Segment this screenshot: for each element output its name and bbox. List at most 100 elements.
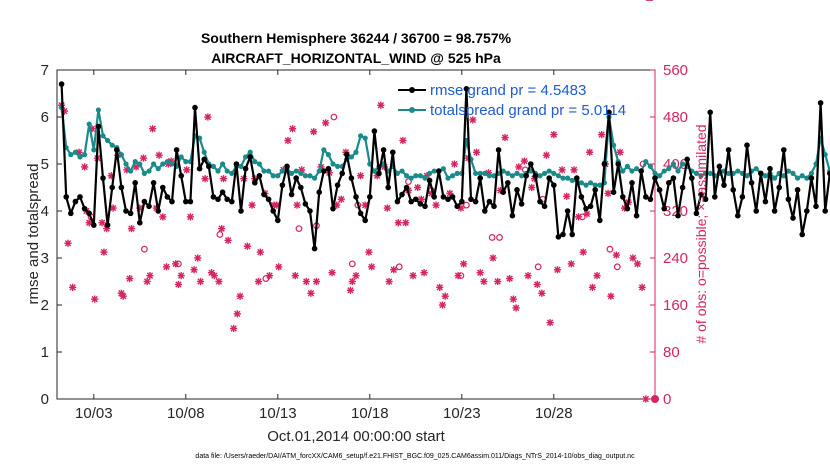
- rmse-point: [325, 165, 332, 172]
- totalspread-point: [256, 161, 262, 167]
- totalspread-point: [298, 170, 304, 176]
- totalspread-point: [238, 163, 244, 169]
- asterisk-stroke: [510, 295, 517, 303]
- asterisk-stroke: [546, 319, 554, 326]
- rmse-point: [238, 208, 244, 214]
- rmse-point: [675, 212, 681, 219]
- totalspread-point: [201, 149, 207, 155]
- obs-assimilated-marker: [629, 254, 637, 262]
- obs-assimilated-marker: [553, 266, 562, 274]
- totalspread-point: [371, 168, 377, 174]
- rmse-point: [127, 210, 134, 217]
- asterisk-stroke: [563, 193, 570, 200]
- totalspread-point: [132, 159, 138, 165]
- totalspread-point: [537, 173, 543, 179]
- totalspread-point: [72, 149, 78, 155]
- rmse-point: [270, 208, 277, 214]
- asterisk-stroke: [98, 219, 106, 226]
- totalspread-point: [634, 166, 640, 172]
- asterisk-stroke: [197, 278, 204, 285]
- obs-assimilated-marker: [409, 272, 417, 280]
- asterisk-stroke: [208, 269, 215, 276]
- totalspread-point: [509, 173, 515, 179]
- totalspread-point: [555, 173, 562, 179]
- obs-assimilated-marker: [310, 128, 318, 136]
- rmse-point: [712, 194, 718, 200]
- rmse-point: [597, 217, 603, 224]
- obs-assimilated-marker: [604, 189, 612, 197]
- asterisk-stroke: [143, 278, 151, 285]
- rmse-point: [633, 212, 640, 219]
- obs-possible-marker: [330, 113, 338, 121]
- asterisk-stroke: [284, 137, 292, 144]
- asterisk-stroke: [128, 225, 135, 232]
- totalspread-point: [160, 161, 166, 167]
- rmse-point: [146, 203, 152, 210]
- asterisk-stroke: [220, 175, 227, 182]
- rmse-point: [445, 196, 451, 203]
- obs-assimilated-marker: [436, 283, 444, 291]
- obs-assimilated-marker: [579, 248, 587, 256]
- totalspread-point: [399, 168, 405, 174]
- rmse-point: [799, 231, 805, 238]
- totalspread-point: [247, 149, 253, 155]
- obs-assimilated-marker: [196, 277, 205, 286]
- asterisk-stroke: [81, 163, 88, 171]
- obs-assimilated-marker: [438, 301, 447, 309]
- totalspread-point: [316, 168, 322, 174]
- totalspread-point: [431, 168, 437, 174]
- rmse-point: [247, 154, 253, 160]
- rmse-point: [707, 109, 713, 116]
- obs-possible-marker: [405, 178, 412, 186]
- asterisk-stroke: [524, 272, 532, 279]
- y-left-tick-label: 1: [41, 344, 49, 361]
- asterisk-stroke: [402, 219, 409, 226]
- totalspread-point: [583, 182, 589, 188]
- obs-assimilated-marker: [567, 260, 575, 268]
- rmse-series: [58, 81, 830, 252]
- asterisk-stroke: [377, 102, 385, 109]
- asterisk-stroke: [550, 131, 557, 138]
- rmse-point: [813, 203, 819, 210]
- asterisk-stroke: [234, 310, 241, 318]
- totalspread-point: [413, 173, 419, 179]
- totalspread-point: [164, 159, 170, 165]
- asterisk-stroke: [218, 225, 225, 232]
- asterisk-stroke: [432, 201, 440, 209]
- obs-assimilated-marker: [399, 136, 407, 145]
- asterisk-stroke: [100, 248, 108, 256]
- rmse-point: [367, 194, 373, 200]
- totalspread-point: [440, 166, 446, 172]
- rmse-point: [454, 203, 461, 210]
- totalspread-point: [726, 170, 732, 176]
- totalspread-point: [560, 175, 566, 181]
- asterisk-stroke: [273, 201, 281, 209]
- asterisk-stroke: [194, 254, 201, 262]
- rmse-point: [748, 180, 755, 186]
- obs-assimilated-marker: [394, 219, 402, 227]
- asterisk-stroke: [91, 295, 98, 303]
- totalspread-point: [753, 166, 759, 172]
- rmse-point: [762, 198, 769, 205]
- rmse-point: [638, 168, 644, 174]
- obs-assimilated-marker: [501, 133, 509, 142]
- asterisk-stroke: [255, 278, 262, 285]
- totalspread-point: [680, 161, 686, 167]
- obs-assimilated-marker: [546, 319, 554, 327]
- asterisk-stroke: [409, 272, 417, 279]
- asterisk-stroke: [362, 201, 369, 209]
- y-axis-left-ticks: 0 1 2 3 4 5 6 7: [41, 62, 62, 408]
- asterisk-stroke: [446, 190, 454, 197]
- totalspread-point: [422, 175, 428, 181]
- obs-assimilated-marker: [480, 277, 488, 286]
- totalspread-point: [155, 166, 161, 172]
- rmse-point: [592, 187, 598, 193]
- totalspread-point: [785, 168, 792, 174]
- asterisk-stroke: [439, 301, 446, 309]
- obs-assimilated-marker: [174, 280, 183, 289]
- rmse-point: [463, 86, 470, 92]
- totalspread-point: [95, 107, 101, 113]
- rmse-point: [192, 104, 198, 111]
- rmse-point: [716, 163, 723, 170]
- totalspread-point: [519, 173, 525, 179]
